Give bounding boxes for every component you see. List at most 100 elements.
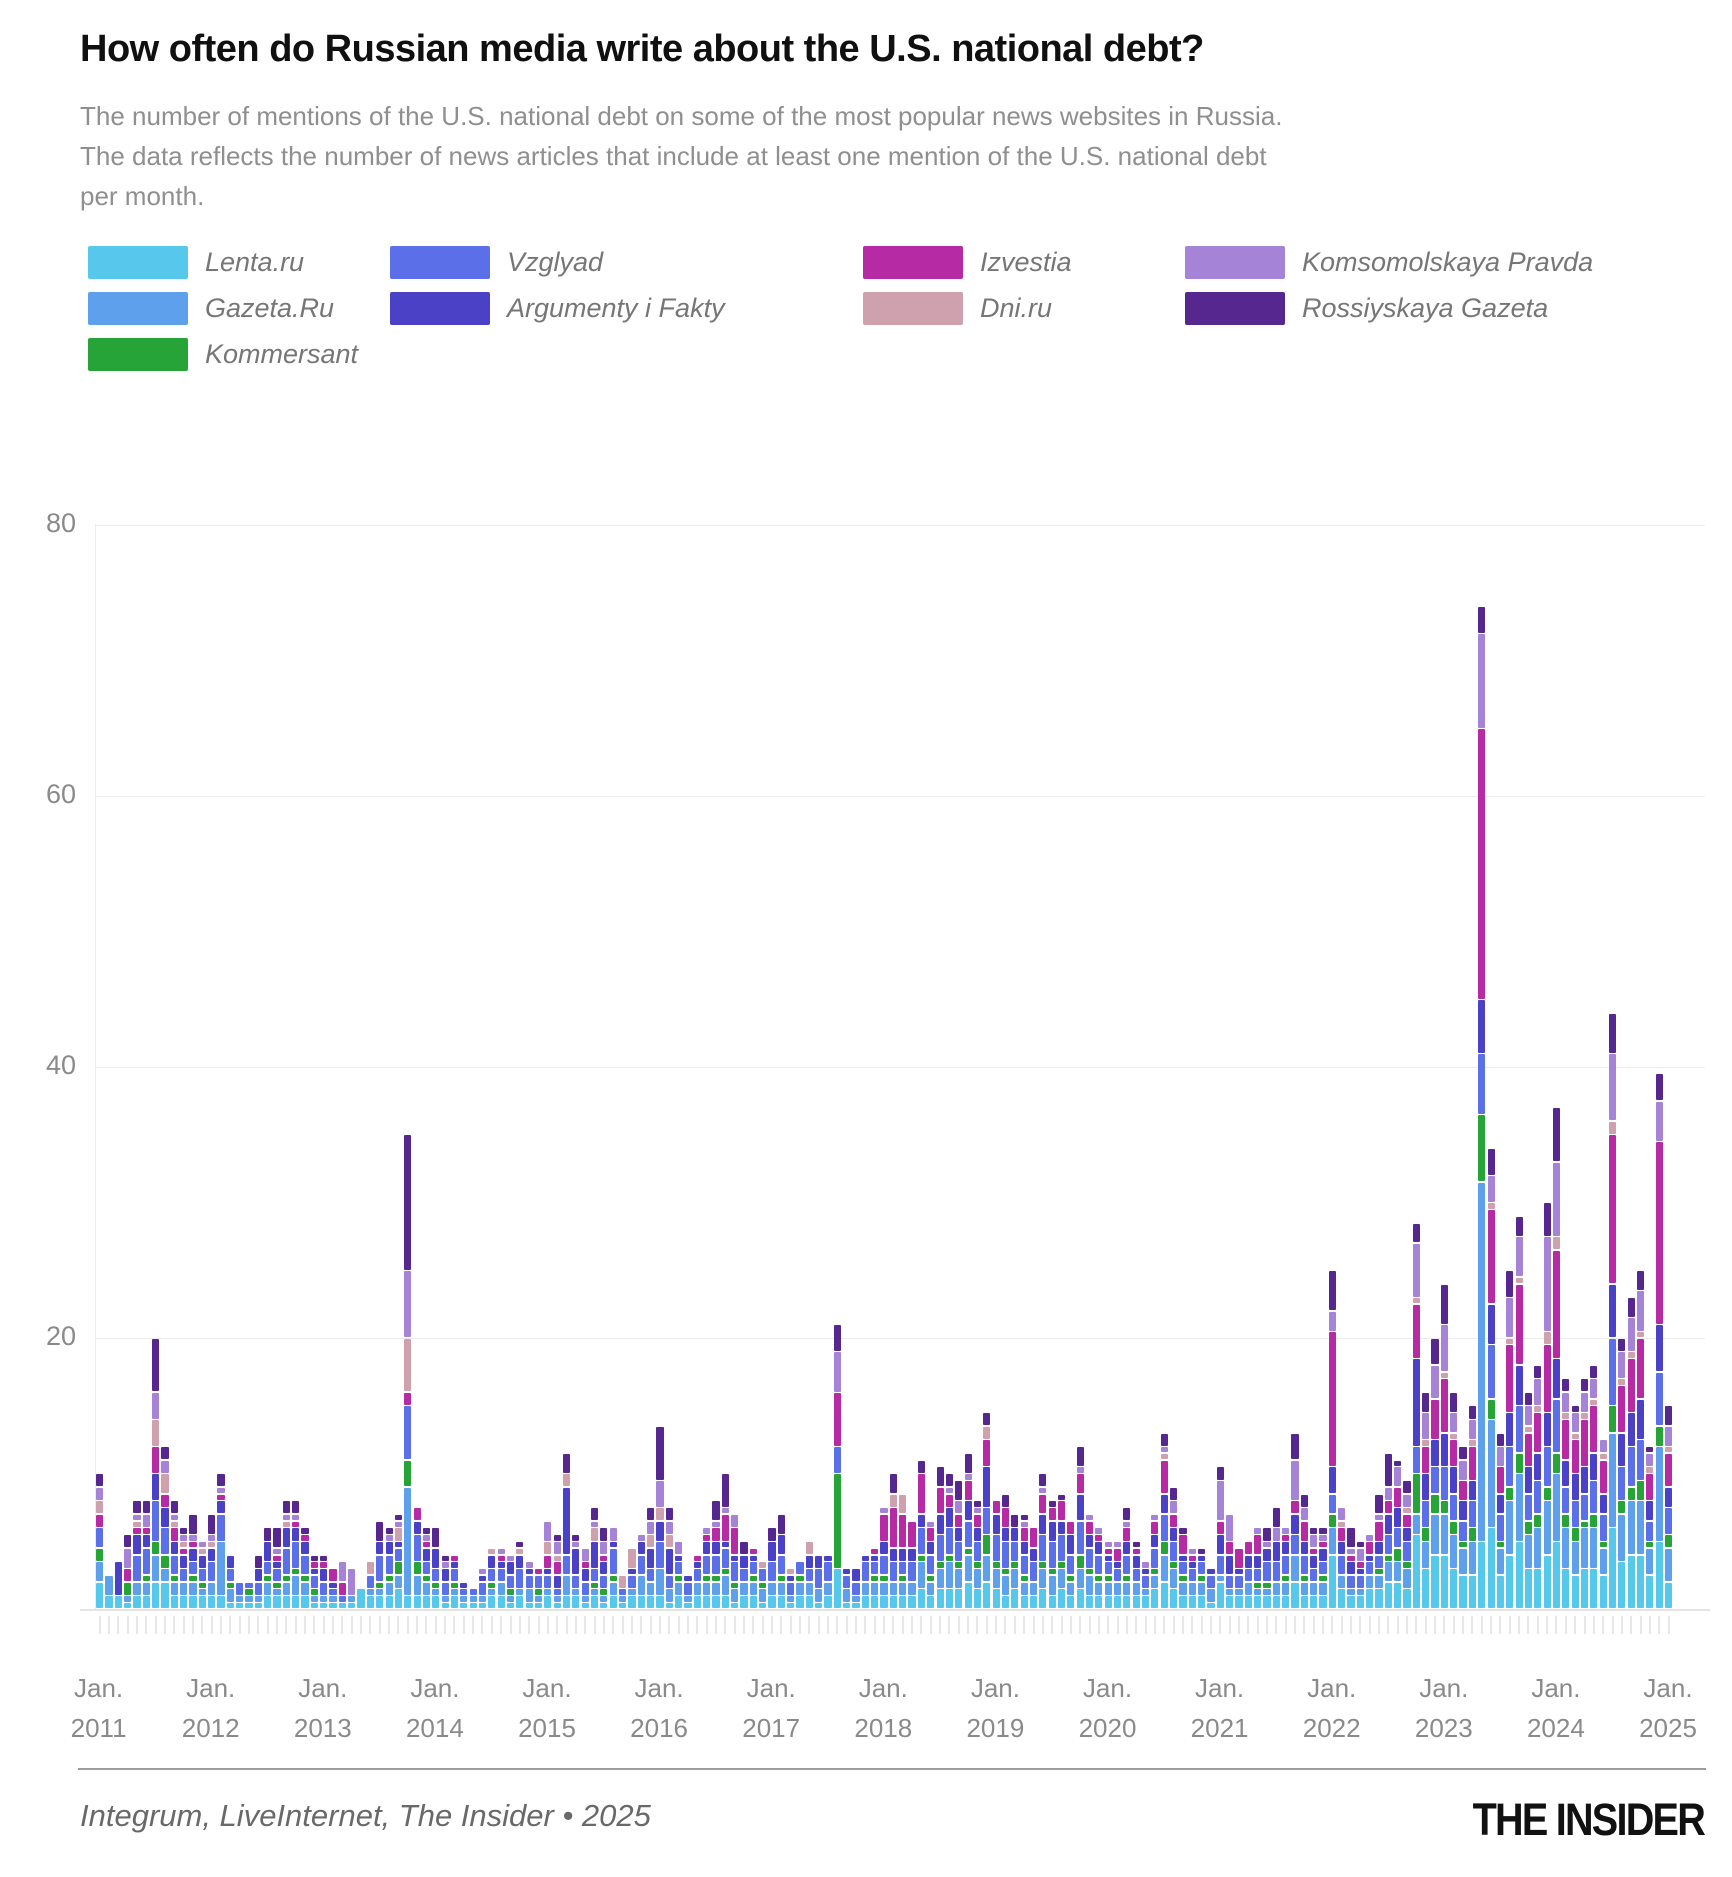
bar-month-27[interactable] xyxy=(348,0,356,1609)
bar-month-83[interactable] xyxy=(871,0,879,1609)
bar-month-165[interactable] xyxy=(1636,0,1645,1609)
bar-month-101[interactable] xyxy=(1039,0,1047,1609)
bar-month-107[interactable] xyxy=(1095,0,1103,1609)
bar-month-80[interactable] xyxy=(843,0,851,1609)
bar-month-91[interactable] xyxy=(945,0,954,1609)
bar-month-135[interactable] xyxy=(1356,0,1364,1609)
bar-month-125[interactable] xyxy=(1263,0,1271,1609)
bar-month-94[interactable] xyxy=(973,0,982,1609)
bar-month-73[interactable] xyxy=(777,0,785,1609)
bar-month-86[interactable] xyxy=(899,0,907,1609)
bar-month-147[interactable] xyxy=(1468,0,1477,1609)
bar-month-1[interactable] xyxy=(105,0,113,1609)
bar-month-109[interactable] xyxy=(1113,0,1122,1609)
bar-month-104[interactable] xyxy=(1067,0,1075,1609)
bar-month-162[interactable] xyxy=(1608,0,1617,1609)
bar-month-50[interactable] xyxy=(562,0,571,1609)
bar-month-98[interactable] xyxy=(1011,0,1019,1609)
bar-month-167[interactable] xyxy=(1655,0,1663,1609)
bar-month-164[interactable] xyxy=(1627,0,1635,1609)
legend-item-dni-ru[interactable]: Dni.ru xyxy=(863,292,1052,325)
bar-month-126[interactable] xyxy=(1272,0,1280,1609)
bar-month-74[interactable] xyxy=(787,0,795,1609)
legend-item-argumenty-i-fakty[interactable]: Argumenty i Fakty xyxy=(390,292,725,325)
bar-month-119[interactable] xyxy=(1207,0,1215,1609)
bar-month-149[interactable] xyxy=(1487,0,1495,1609)
bar-month-134[interactable] xyxy=(1347,0,1355,1609)
legend-item-lenta-ru[interactable]: Lenta.ru xyxy=(88,246,304,279)
bar-month-148[interactable] xyxy=(1478,0,1486,1609)
bar-month-87[interactable] xyxy=(908,0,916,1609)
bar-month-99[interactable] xyxy=(1020,0,1028,1609)
bar-month-150[interactable] xyxy=(1496,0,1505,1609)
bar-month-4[interactable] xyxy=(133,0,141,1609)
bar-month-39[interactable] xyxy=(460,0,468,1609)
bar-month-78[interactable] xyxy=(824,0,832,1609)
bar-month-79[interactable] xyxy=(833,0,841,1609)
bar-month-151[interactable] xyxy=(1506,0,1514,1609)
bar-month-138[interactable] xyxy=(1384,0,1392,1609)
bar-month-96[interactable] xyxy=(992,0,1000,1609)
legend-item-kommersant[interactable]: Kommersant xyxy=(88,338,358,371)
legend-item-izvestia[interactable]: Izvestia xyxy=(863,246,1072,279)
bar-month-10[interactable] xyxy=(189,0,197,1609)
bar-month-47[interactable] xyxy=(534,0,543,1609)
bar-month-14[interactable] xyxy=(226,0,234,1609)
bar-month-113[interactable] xyxy=(1151,0,1159,1609)
bar-month-82[interactable] xyxy=(861,0,869,1609)
bar-month-157[interactable] xyxy=(1562,0,1570,1609)
bar-month-3[interactable] xyxy=(124,0,132,1609)
bar-month-42[interactable] xyxy=(488,0,496,1609)
bar-month-48[interactable] xyxy=(544,0,552,1609)
bar-month-31[interactable] xyxy=(385,0,393,1609)
bar-month-6[interactable] xyxy=(152,0,160,1609)
bar-month-118[interactable] xyxy=(1198,0,1206,1609)
bar-month-58[interactable] xyxy=(637,0,645,1609)
bar-month-20[interactable] xyxy=(282,0,290,1609)
bar-month-24[interactable] xyxy=(320,0,328,1609)
bar-month-158[interactable] xyxy=(1571,0,1579,1609)
bar-month-28[interactable] xyxy=(357,0,365,1609)
bar-month-106[interactable] xyxy=(1085,0,1094,1609)
bar-month-72[interactable] xyxy=(768,0,776,1609)
bar-month-67[interactable] xyxy=(721,0,729,1609)
bar-month-159[interactable] xyxy=(1580,0,1589,1609)
bar-month-128[interactable] xyxy=(1291,0,1299,1609)
bar-month-55[interactable] xyxy=(609,0,617,1609)
bar-month-114[interactable] xyxy=(1160,0,1168,1609)
bar-month-75[interactable] xyxy=(796,0,804,1609)
bar-month-123[interactable] xyxy=(1244,0,1252,1609)
bar-month-93[interactable] xyxy=(964,0,972,1609)
bar-month-166[interactable] xyxy=(1646,0,1654,1609)
bar-month-121[interactable] xyxy=(1226,0,1234,1609)
bar-month-133[interactable] xyxy=(1338,0,1346,1609)
bar-month-22[interactable] xyxy=(301,0,309,1609)
legend-item-gazeta-ru[interactable]: Gazeta.Ru xyxy=(88,292,334,325)
bar-month-132[interactable] xyxy=(1328,0,1336,1609)
bar-month-51[interactable] xyxy=(572,0,580,1609)
bar-month-163[interactable] xyxy=(1618,0,1626,1609)
bar-month-25[interactable] xyxy=(329,0,337,1609)
bar-month-44[interactable] xyxy=(506,0,515,1609)
bar-month-143[interactable] xyxy=(1431,0,1439,1609)
bar-month-154[interactable] xyxy=(1534,0,1542,1609)
bar-month-168[interactable] xyxy=(1664,0,1673,1609)
bar-month-32[interactable] xyxy=(394,0,403,1609)
bar-month-129[interactable] xyxy=(1300,0,1308,1609)
bar-month-111[interactable] xyxy=(1132,0,1140,1609)
bar-month-116[interactable] xyxy=(1179,0,1187,1609)
bar-month-103[interactable] xyxy=(1057,0,1066,1609)
bar-month-46[interactable] xyxy=(525,0,533,1609)
bar-month-144[interactable] xyxy=(1440,0,1448,1609)
bar-month-19[interactable] xyxy=(273,0,281,1609)
bar-month-17[interactable] xyxy=(254,0,262,1609)
bar-month-53[interactable] xyxy=(590,0,599,1609)
bar-month-84[interactable] xyxy=(880,0,888,1609)
bar-month-15[interactable] xyxy=(236,0,244,1609)
bar-month-61[interactable] xyxy=(665,0,673,1609)
bar-month-88[interactable] xyxy=(917,0,926,1609)
bar-month-137[interactable] xyxy=(1375,0,1383,1609)
bar-month-64[interactable] xyxy=(693,0,701,1609)
bar-month-11[interactable] xyxy=(198,0,206,1609)
bar-month-43[interactable] xyxy=(497,0,505,1609)
